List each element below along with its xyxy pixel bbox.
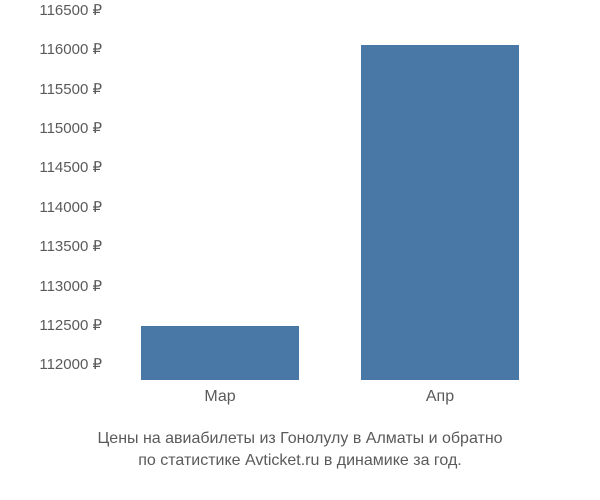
price-chart: 116500 ₽ 116000 ₽ 115500 ₽ 115000 ₽ 114500 ₽… — [0, 0, 600, 500]
caption-line-2: по статистике Avticket.ru в динамике за … — [0, 450, 600, 472]
x-tick-label: Мар — [204, 388, 235, 406]
y-tick-label: 116500 ₽ — [0, 1, 102, 19]
chart-caption: Цены на авиабилеты из Гонолулу в Алматы … — [0, 428, 600, 473]
x-axis: Мар Апр — [110, 388, 550, 413]
plot-area — [110, 10, 550, 380]
caption-line-1: Цены на авиабилеты из Гонолулу в Алматы … — [0, 428, 600, 450]
bar — [141, 326, 299, 380]
y-tick-label: 113500 ₽ — [0, 237, 102, 255]
y-tick-label: 115000 ₽ — [0, 119, 102, 137]
y-tick-label: 112500 ₽ — [0, 316, 102, 334]
y-tick-label: 114500 ₽ — [0, 158, 102, 176]
bar — [361, 45, 519, 380]
y-tick-label: 116000 ₽ — [0, 40, 102, 58]
y-tick-label: 113000 ₽ — [0, 277, 102, 295]
x-tick-label: Апр — [426, 388, 454, 406]
y-tick-label: 114000 ₽ — [0, 198, 102, 216]
y-tick-label: 115500 ₽ — [0, 80, 102, 98]
y-axis: 116500 ₽116000 ₽115500 ₽115000 ₽114500 ₽… — [0, 10, 110, 380]
y-tick-label: 112000 ₽ — [0, 355, 102, 373]
